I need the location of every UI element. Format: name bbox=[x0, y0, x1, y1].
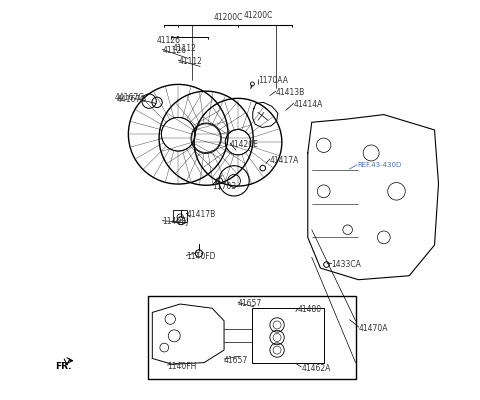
Text: 41126: 41126 bbox=[156, 36, 180, 45]
Text: REF.43-430D: REF.43-430D bbox=[358, 162, 402, 168]
Text: 1170AA: 1170AA bbox=[258, 76, 288, 85]
Text: 41126: 41126 bbox=[162, 46, 186, 55]
Text: 41420E: 41420E bbox=[230, 140, 259, 149]
Bar bbox=[173, 210, 187, 222]
Text: 41200C: 41200C bbox=[243, 11, 273, 20]
Text: 41657: 41657 bbox=[238, 299, 262, 308]
Text: 1140FH: 1140FH bbox=[168, 362, 197, 371]
Text: 41470A: 41470A bbox=[359, 324, 388, 333]
Bar bbox=[252, 308, 324, 363]
Text: 41657: 41657 bbox=[224, 356, 248, 365]
Text: 41462A: 41462A bbox=[301, 364, 331, 373]
Text: 41413B: 41413B bbox=[276, 88, 305, 97]
Text: 41200C: 41200C bbox=[213, 13, 243, 22]
Text: 41112: 41112 bbox=[178, 57, 202, 66]
Text: 41480: 41480 bbox=[298, 305, 322, 314]
Text: FR.: FR. bbox=[55, 362, 71, 371]
Text: 44167G: 44167G bbox=[117, 95, 146, 104]
Text: 41414A: 41414A bbox=[294, 100, 323, 109]
Text: 41417B: 41417B bbox=[186, 210, 216, 219]
Text: 1140FD: 1140FD bbox=[186, 252, 216, 261]
Text: 11703: 11703 bbox=[212, 182, 236, 190]
Text: 41417A: 41417A bbox=[270, 156, 299, 165]
Text: 1140EJ: 1140EJ bbox=[162, 218, 189, 226]
Bar bbox=[148, 296, 356, 379]
Text: 1433CA: 1433CA bbox=[332, 260, 361, 269]
Text: 41112: 41112 bbox=[173, 44, 197, 53]
Text: 44167G: 44167G bbox=[114, 93, 144, 102]
